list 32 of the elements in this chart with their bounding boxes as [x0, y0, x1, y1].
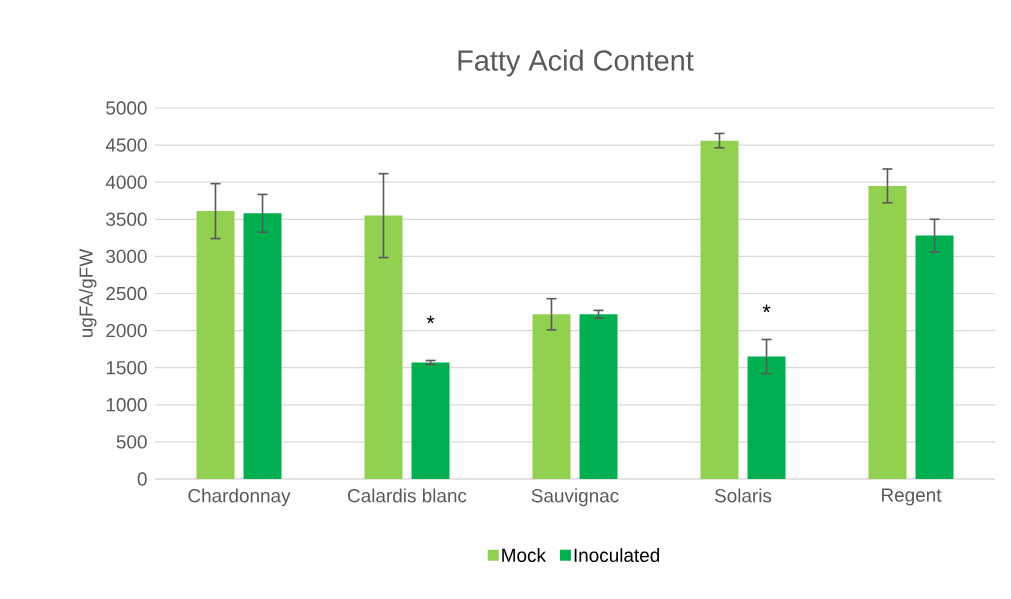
bar	[364, 215, 403, 479]
bar	[411, 362, 450, 479]
x-tick-label: Sauvignac	[531, 488, 619, 507]
annotation: *	[762, 304, 771, 313]
x-tick-label: Regent	[882, 488, 942, 506]
bar	[196, 211, 235, 479]
y-tick-label: 0	[137, 472, 147, 486]
y-tick-label: 5000	[106, 101, 147, 115]
y-tick-label: 4500	[105, 138, 147, 152]
x-tick-label: Calardis blanc	[347, 488, 467, 503]
bar	[747, 356, 786, 479]
y-tick-label: 3000	[106, 249, 147, 264]
y-tick-label: 500	[116, 435, 147, 449]
annotation: *	[426, 315, 435, 324]
y-tick-label: 4000	[105, 175, 147, 189]
chart-title: Fatty Acid Content	[458, 49, 694, 77]
y-tick-label: 1500	[106, 360, 147, 375]
bar	[700, 140, 739, 479]
y-tick-label: 2000	[106, 323, 147, 338]
bar	[868, 185, 907, 479]
bar	[579, 314, 618, 479]
bar	[532, 314, 571, 479]
bar	[915, 235, 954, 479]
legend-label: Inoculated	[574, 548, 660, 562]
y-tick-label: 3500	[106, 212, 147, 226]
x-tick-label: Chardonnay	[188, 488, 291, 507]
y-tick-label: 1000	[106, 398, 147, 412]
y-axis-title: ugFA/gFW	[78, 248, 97, 337]
legend-label: Mock	[502, 548, 546, 562]
y-tick-label: 2500	[106, 286, 147, 301]
bar	[243, 213, 282, 479]
x-tick-label: Solaris	[714, 488, 772, 503]
